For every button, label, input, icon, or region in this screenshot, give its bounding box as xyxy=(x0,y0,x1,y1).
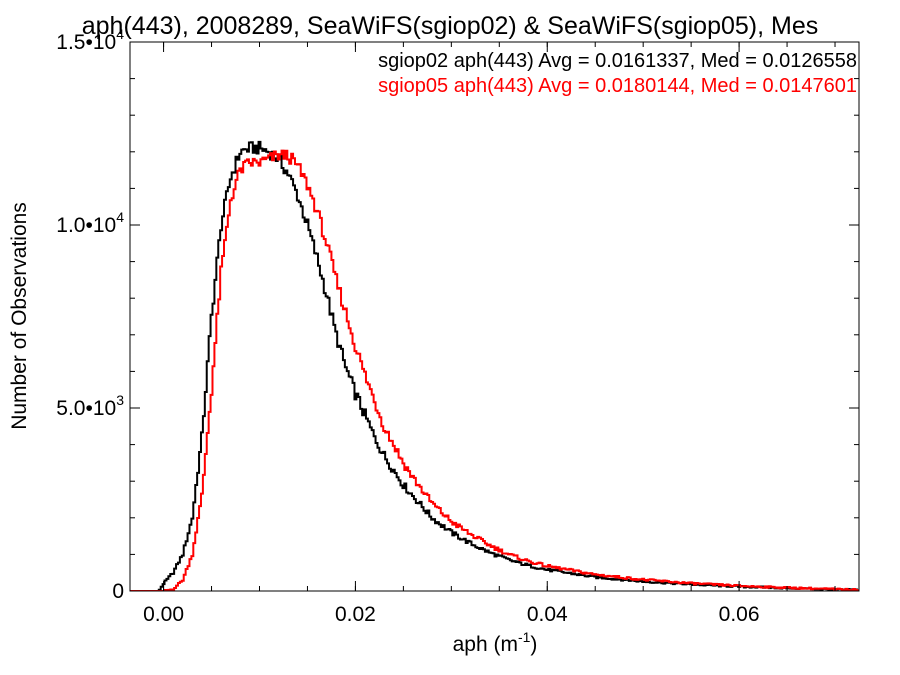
y-tick-label: 1.0•104 xyxy=(56,209,124,237)
x-axis-ticks: 0.00 0.02 0.04 0.06 xyxy=(143,42,836,626)
legend-entry-1: sgiop02 aph(443) Avg = 0.0161337, Med = … xyxy=(378,50,857,72)
plot-frame xyxy=(129,41,860,592)
series-line-1 xyxy=(130,140,859,591)
x-tick-label: 0.02 xyxy=(335,603,376,626)
x-tick-label: 0.06 xyxy=(719,603,760,626)
y-axis-ticks: 0 5.0•103 1.0•104 1.5•104 xyxy=(56,26,859,603)
y-tick-label: 5.0•103 xyxy=(56,392,124,420)
legend-entry-2: sgiop05 aph(443) Avg = 0.0180144, Med = … xyxy=(378,75,857,97)
legend: sgiop02 aph(443) Avg = 0.0161337, Med = … xyxy=(378,50,857,97)
chart-title: aph(443), 2008289, SeaWiFS(sgiop02) & Se… xyxy=(82,12,818,40)
series-line-2 xyxy=(130,149,859,591)
x-axis-label: aph (m-1) xyxy=(453,629,538,656)
x-tick-label: 0.04 xyxy=(527,603,568,626)
x-tick-label: 0.00 xyxy=(143,603,184,626)
y-tick-label: 1.5•104 xyxy=(56,26,124,54)
y-axis-label: Number of Observations xyxy=(8,202,31,430)
y-tick-label: 0 xyxy=(112,580,124,603)
